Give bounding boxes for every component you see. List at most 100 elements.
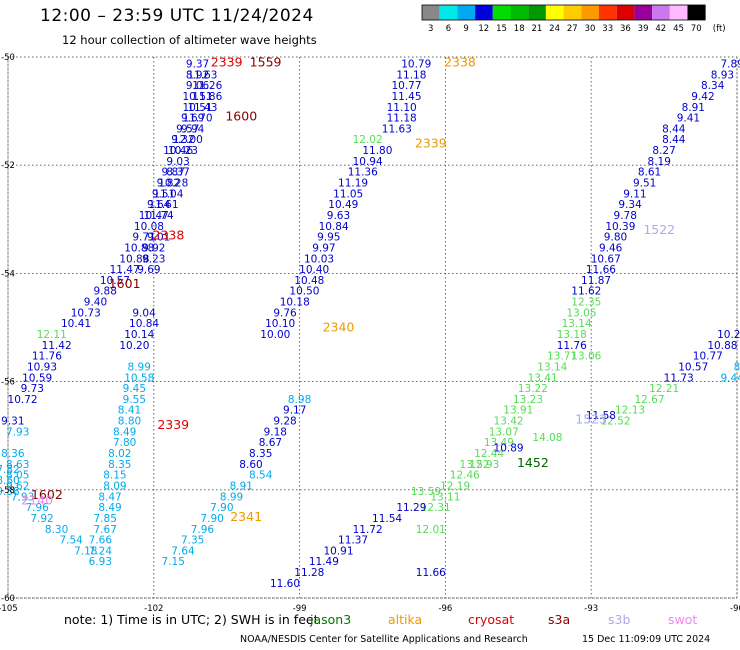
wave-height-value: 14.08 — [532, 432, 562, 444]
scale-swatch — [616, 5, 635, 20]
pass-time-label: 2339 — [211, 54, 243, 69]
wave-height-value: 11.80 — [362, 145, 392, 157]
wave-height-value: 9.95 — [317, 232, 340, 244]
wave-height-value: 12.13 — [615, 405, 645, 417]
pass-time-label: 1600 — [225, 109, 257, 124]
wave-height-value: 11.66 — [416, 567, 446, 579]
wave-height-value: 11.87 — [581, 275, 611, 287]
legend-s3b: s3b — [608, 612, 631, 627]
wave-height-value: 12.44 — [474, 448, 504, 460]
wave-height-value: 13.11 — [430, 491, 460, 503]
pass-time-label: 2140 — [21, 493, 53, 508]
wave-height-value: 7.92 — [30, 513, 53, 525]
wave-height-value: 13.18 — [557, 329, 587, 341]
wave-height-value: 10.57 — [678, 361, 708, 373]
credit-organization: NOAA/NESDIS Center for Satellite Applica… — [240, 634, 528, 645]
scale-label: 45 — [673, 24, 684, 34]
wave-height-value: 10.84 — [319, 221, 349, 233]
pass-time-label: 2338 — [444, 54, 476, 69]
wave-height-value: 11.54 — [372, 513, 402, 525]
satellite-track: 8.9910.589.459.558.418.808.497.808.028.3… — [89, 361, 155, 568]
lat-tick-label: -50 — [1, 53, 15, 63]
map-border — [7, 56, 738, 599]
wave-height-value: 12.52 — [600, 416, 630, 428]
wave-height-value: 9.63 — [327, 210, 350, 222]
wave-height-value: 7.54 — [59, 535, 83, 547]
wave-height-value: 8.54 — [249, 470, 273, 482]
wave-height-value: 8.41 — [118, 405, 141, 417]
wave-height-value: 8.34 — [701, 80, 725, 92]
wave-height-value: 11.05 — [333, 188, 363, 200]
wave-height-value: 9.23 — [142, 253, 165, 265]
wave-height-value: 9.42 — [691, 91, 714, 103]
scale-swatch — [439, 5, 458, 20]
wave-height-value: 8.15 — [103, 470, 126, 482]
wave-height-value: 9.97 — [312, 242, 335, 254]
wave-height-value: 9.87 — [162, 167, 185, 179]
wave-height-value: 8.35 — [249, 448, 272, 460]
wave-height-value: 7.64 — [171, 545, 195, 557]
scale-label: 9 — [463, 24, 468, 34]
wave-height-value: 12.19 — [440, 480, 470, 492]
wave-height-value: 9.80 — [604, 232, 627, 244]
scale-border — [421, 4, 706, 21]
lat-tick-label: -52 — [1, 161, 15, 171]
lon-tick-label: -99 — [293, 604, 307, 614]
wave-height-value: 10.77 — [693, 351, 723, 363]
wave-height-value: 7.90 — [210, 502, 233, 514]
scale-label: 12 — [478, 24, 489, 34]
time-labels: 2339 1559 1600 2338 1601 2339 1602 2338 2339 2340… — [21, 54, 675, 523]
wave-height-value: 8.99 — [220, 491, 243, 503]
wave-height-value: 10.59 — [22, 372, 52, 384]
legend-cryosat: cryosat — [468, 612, 515, 627]
lat-tick-label: -54 — [1, 269, 15, 279]
wave-height-value: 11.36 — [348, 167, 378, 179]
pass-time-label: 2338 — [152, 228, 184, 243]
wave-height-value: 10.08 — [134, 221, 164, 233]
scale-swatch — [634, 5, 653, 20]
lat-tick-label: -58 — [1, 486, 15, 496]
wave-height-value: 13.23 — [513, 394, 543, 406]
scale-swatch — [652, 5, 670, 20]
wave-height-value: 11.45 — [391, 91, 421, 103]
color-scale-bar: 3 6 9 12 15 18 21 24 27 30 33 36 39 42 45 70 (ft) — [421, 4, 726, 34]
wave-height-value: 7.93 — [6, 426, 29, 438]
wave-height-value: 12.67 — [634, 394, 664, 406]
wave-height-value: 13.06 — [571, 351, 601, 363]
wave-height-value: 9.37 — [186, 58, 209, 70]
wave-height-value: 11.70 — [183, 113, 213, 125]
scale-swatch — [545, 5, 564, 20]
wave-height-value: 8.61 — [638, 167, 661, 179]
scale-swatch — [599, 5, 617, 20]
wave-height-value: 12.46 — [450, 470, 480, 482]
wave-height-value: 7.90 — [200, 513, 223, 525]
wave-height-value: 7.67 — [94, 524, 117, 536]
wave-height-value: 13.05 — [566, 307, 596, 319]
satellite-track: 8.988.548.918.997.907.907.967.357.647.15 — [162, 394, 312, 568]
wave-height-value: 11.63 — [382, 123, 412, 135]
wave-height-value: 8.30 — [45, 524, 68, 536]
wave-height-value: 11.10 — [387, 102, 417, 114]
scale-label: 33 — [602, 24, 613, 34]
wave-height-value: 13.49 — [484, 437, 514, 449]
wave-height-value: 10.00 — [260, 329, 290, 341]
wave-height-value: 8.02 — [108, 448, 131, 460]
wave-height-value: 9.82 — [157, 178, 180, 190]
wave-height-value: 10.47 — [139, 210, 169, 222]
wave-height-value: 7.35 — [181, 535, 204, 547]
scale-label: 18 — [514, 24, 525, 34]
wave-height-value: 11.76 — [557, 340, 587, 352]
wave-height-value: 12.93 — [469, 459, 499, 471]
wave-height-value: 8.05 — [6, 470, 29, 482]
wave-height-value: 9.51 — [633, 178, 656, 190]
wave-height-value: 10.51 — [183, 91, 213, 103]
wave-height-value: 8.60 — [0, 475, 20, 487]
wave-height-value: 10.40 — [299, 264, 329, 276]
pass-time-label: 2339 — [157, 417, 189, 432]
wave-height-value: 11.29 — [396, 502, 426, 514]
wave-height-value: 11.49 — [309, 556, 339, 568]
scale-swatch — [669, 5, 688, 20]
lon-tick-label: -96 — [438, 604, 452, 614]
wave-height-value: 10.51 — [183, 102, 213, 114]
